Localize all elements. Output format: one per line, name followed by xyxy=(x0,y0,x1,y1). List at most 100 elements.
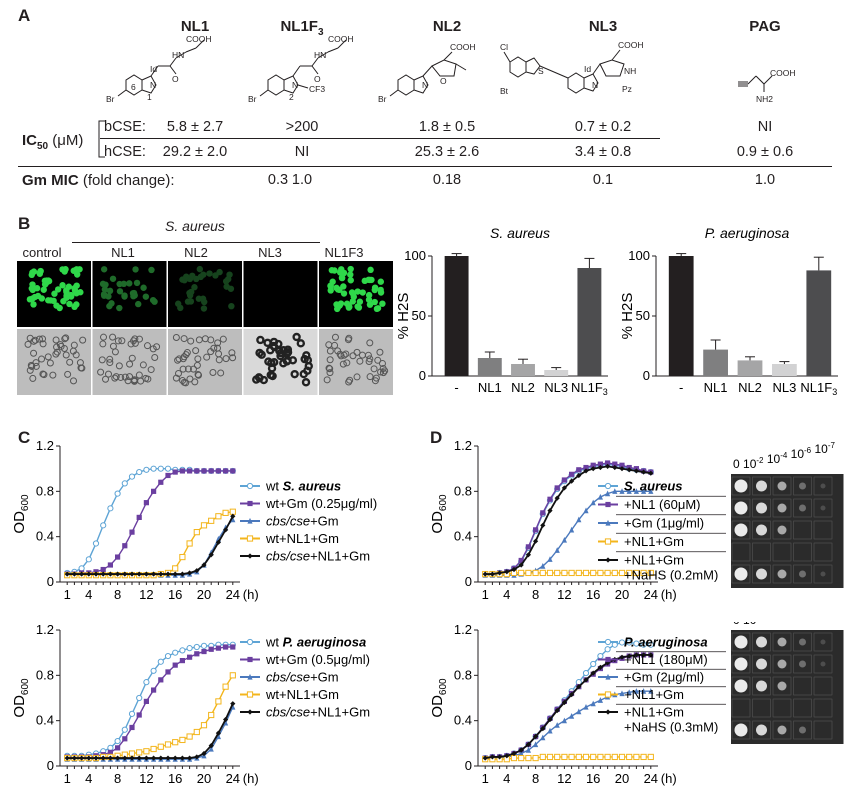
colony-spot xyxy=(777,503,787,513)
legend-entry: wt+Gm (0.5μg/ml) xyxy=(240,652,370,667)
mic-cell: 1.0 xyxy=(291,172,313,188)
point xyxy=(605,490,611,497)
series-line xyxy=(67,646,233,758)
brightfield-tile xyxy=(319,329,393,395)
point xyxy=(247,517,253,524)
x-tick-label: NL1 xyxy=(478,380,502,395)
point xyxy=(164,465,172,472)
y-tick-label: 0.8 xyxy=(36,667,54,682)
point xyxy=(626,639,633,646)
point xyxy=(143,500,149,506)
x-tick-label: NL3 xyxy=(772,380,796,395)
microscopy-column-label: control xyxy=(22,245,62,260)
point xyxy=(583,507,589,514)
point xyxy=(157,465,164,472)
point xyxy=(583,703,589,710)
point xyxy=(201,750,207,757)
point xyxy=(136,694,143,702)
point xyxy=(633,753,640,761)
point xyxy=(554,569,561,577)
point xyxy=(222,509,229,516)
point xyxy=(640,569,647,577)
point xyxy=(179,553,186,561)
point xyxy=(107,749,113,755)
x-axis-label: (h) xyxy=(243,587,259,602)
bar xyxy=(544,370,569,376)
point xyxy=(511,750,517,757)
point xyxy=(576,516,582,523)
series xyxy=(64,701,236,761)
fluorescence-tile xyxy=(243,261,318,327)
point xyxy=(187,570,193,576)
point xyxy=(511,566,517,573)
point xyxy=(540,510,546,516)
y-tick-label: 0.8 xyxy=(36,483,54,498)
point xyxy=(122,571,128,577)
point xyxy=(150,667,157,674)
point xyxy=(597,493,603,500)
bcse-row-label: bCSE: xyxy=(104,119,146,135)
legend-entry: cbs/cse+Gm xyxy=(240,670,339,685)
colony-spot xyxy=(756,524,767,536)
point xyxy=(540,734,546,741)
y-tick-label: 0 xyxy=(47,574,54,589)
bar-chart-ylabel: % H2S xyxy=(395,293,412,340)
y-tick-label: 0 xyxy=(465,574,472,589)
point xyxy=(582,669,590,677)
nl3-pz-text: Pz xyxy=(622,84,632,94)
point xyxy=(612,488,618,494)
point xyxy=(246,691,254,698)
panel-d-label: D xyxy=(430,428,443,447)
brightfield-tile xyxy=(243,329,318,395)
point xyxy=(157,658,164,665)
colony-spot xyxy=(799,660,806,668)
fluorescence-tile xyxy=(168,261,242,327)
colony-spot xyxy=(734,567,748,581)
point xyxy=(194,468,200,474)
point xyxy=(164,741,172,748)
bar-chart-title: S. aureus xyxy=(490,225,550,241)
legend-label: wt S. aureus xyxy=(265,479,341,494)
point xyxy=(554,722,560,728)
point xyxy=(247,500,253,507)
point xyxy=(230,644,236,650)
legend-label: +Gm (2μg/ml) xyxy=(624,670,704,685)
legend-entry: cbs/cse+NL1+Gm xyxy=(240,705,370,720)
x-tick-label: 16 xyxy=(168,771,182,786)
point xyxy=(208,552,214,558)
point xyxy=(200,722,208,729)
nl1f3-cooh-text: COOH xyxy=(328,34,354,44)
colony-spot xyxy=(756,502,767,514)
y-tick-label: 0 xyxy=(47,758,54,773)
x-tick-label: 1 xyxy=(482,587,489,602)
brightfield-tile xyxy=(92,329,167,395)
point xyxy=(547,716,553,723)
colony-spot xyxy=(799,638,806,646)
point xyxy=(590,700,596,707)
point xyxy=(626,569,633,577)
point xyxy=(223,719,229,726)
point xyxy=(518,750,524,757)
legend-label: cbs/cse+NL1+Gm xyxy=(266,705,370,720)
point xyxy=(605,709,611,715)
point xyxy=(215,513,222,520)
colony-spot xyxy=(777,525,787,535)
point xyxy=(165,472,171,479)
hcse-row-label: hCSE: xyxy=(104,144,146,160)
nl1f3-cf3-text: CF3 xyxy=(309,84,325,94)
pag-structure xyxy=(738,75,773,92)
legend-label: cbs/cse+NL1+Gm xyxy=(266,549,370,564)
x-axis-label: (h) xyxy=(661,771,677,786)
point xyxy=(179,658,185,664)
x-tick-label: 8 xyxy=(114,587,121,602)
bar xyxy=(772,364,797,376)
x-axis-label: (h) xyxy=(243,771,259,786)
point xyxy=(648,488,654,494)
point xyxy=(619,690,625,697)
legend-entry: P. aeruginosa xyxy=(598,635,726,653)
point xyxy=(604,482,612,490)
point xyxy=(64,755,70,761)
x-tick-label: 20 xyxy=(615,587,629,602)
point xyxy=(151,488,157,494)
point xyxy=(647,753,654,761)
